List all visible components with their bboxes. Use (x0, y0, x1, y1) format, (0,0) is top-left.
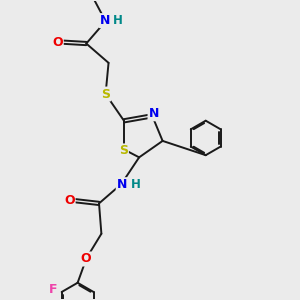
Text: S: S (119, 145, 128, 158)
Text: N: N (100, 14, 110, 27)
Text: F: F (49, 283, 58, 296)
Text: H: H (131, 178, 141, 191)
Text: S: S (101, 88, 110, 100)
Text: O: O (64, 194, 75, 207)
Text: O: O (81, 253, 91, 266)
Text: O: O (52, 35, 63, 49)
Text: H: H (113, 14, 123, 27)
Text: N: N (148, 107, 159, 120)
Text: N: N (117, 178, 127, 191)
